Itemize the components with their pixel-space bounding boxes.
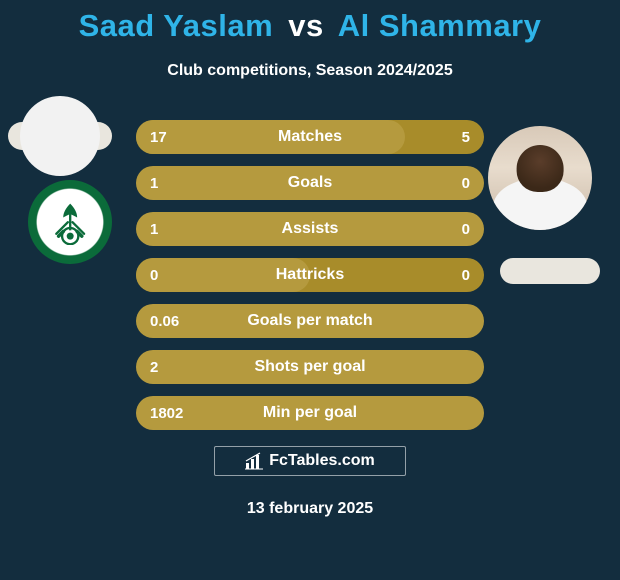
stat-right-value: 5 [462,129,470,146]
subtitle: Club competitions, Season 2024/2025 [0,62,620,80]
left-player-avatar [20,96,100,176]
stat-right-value: 0 [462,221,470,238]
stat-label: Shots per goal [136,358,484,376]
stat-label: Goals [136,174,484,192]
title-player1: Saad Yaslam [79,8,274,43]
stat-label: Min per goal [136,404,484,422]
brand-text: FcTables.com [269,452,375,470]
right-player-pill [500,258,600,284]
stat-row: 1Goals0 [136,166,484,200]
bar-chart-icon [245,452,263,470]
stat-row: 2Shots per goal [136,350,484,384]
stat-row: 1802Min per goal [136,396,484,430]
brand-badge: FcTables.com [214,446,406,476]
stat-right-value: 0 [462,175,470,192]
stat-label: Goals per match [136,312,484,330]
stat-label: Assists [136,220,484,238]
left-club-badge [28,180,112,264]
title: Saad Yaslam vs Al Shammary [0,8,620,44]
palm-swords-icon [47,199,93,245]
stat-label: Matches [136,128,484,146]
stat-right-value: 0 [462,267,470,284]
stat-row: 0Hattricks0 [136,258,484,292]
stat-row: 1Assists0 [136,212,484,246]
title-vs: vs [288,8,323,43]
date-text: 13 february 2025 [0,500,620,518]
stat-label: Hattricks [136,266,484,284]
right-player-avatar [488,126,592,230]
stat-row: 17Matches5 [136,120,484,154]
stat-row: 0.06Goals per match [136,304,484,338]
title-player2: Al Shammary [338,8,542,43]
